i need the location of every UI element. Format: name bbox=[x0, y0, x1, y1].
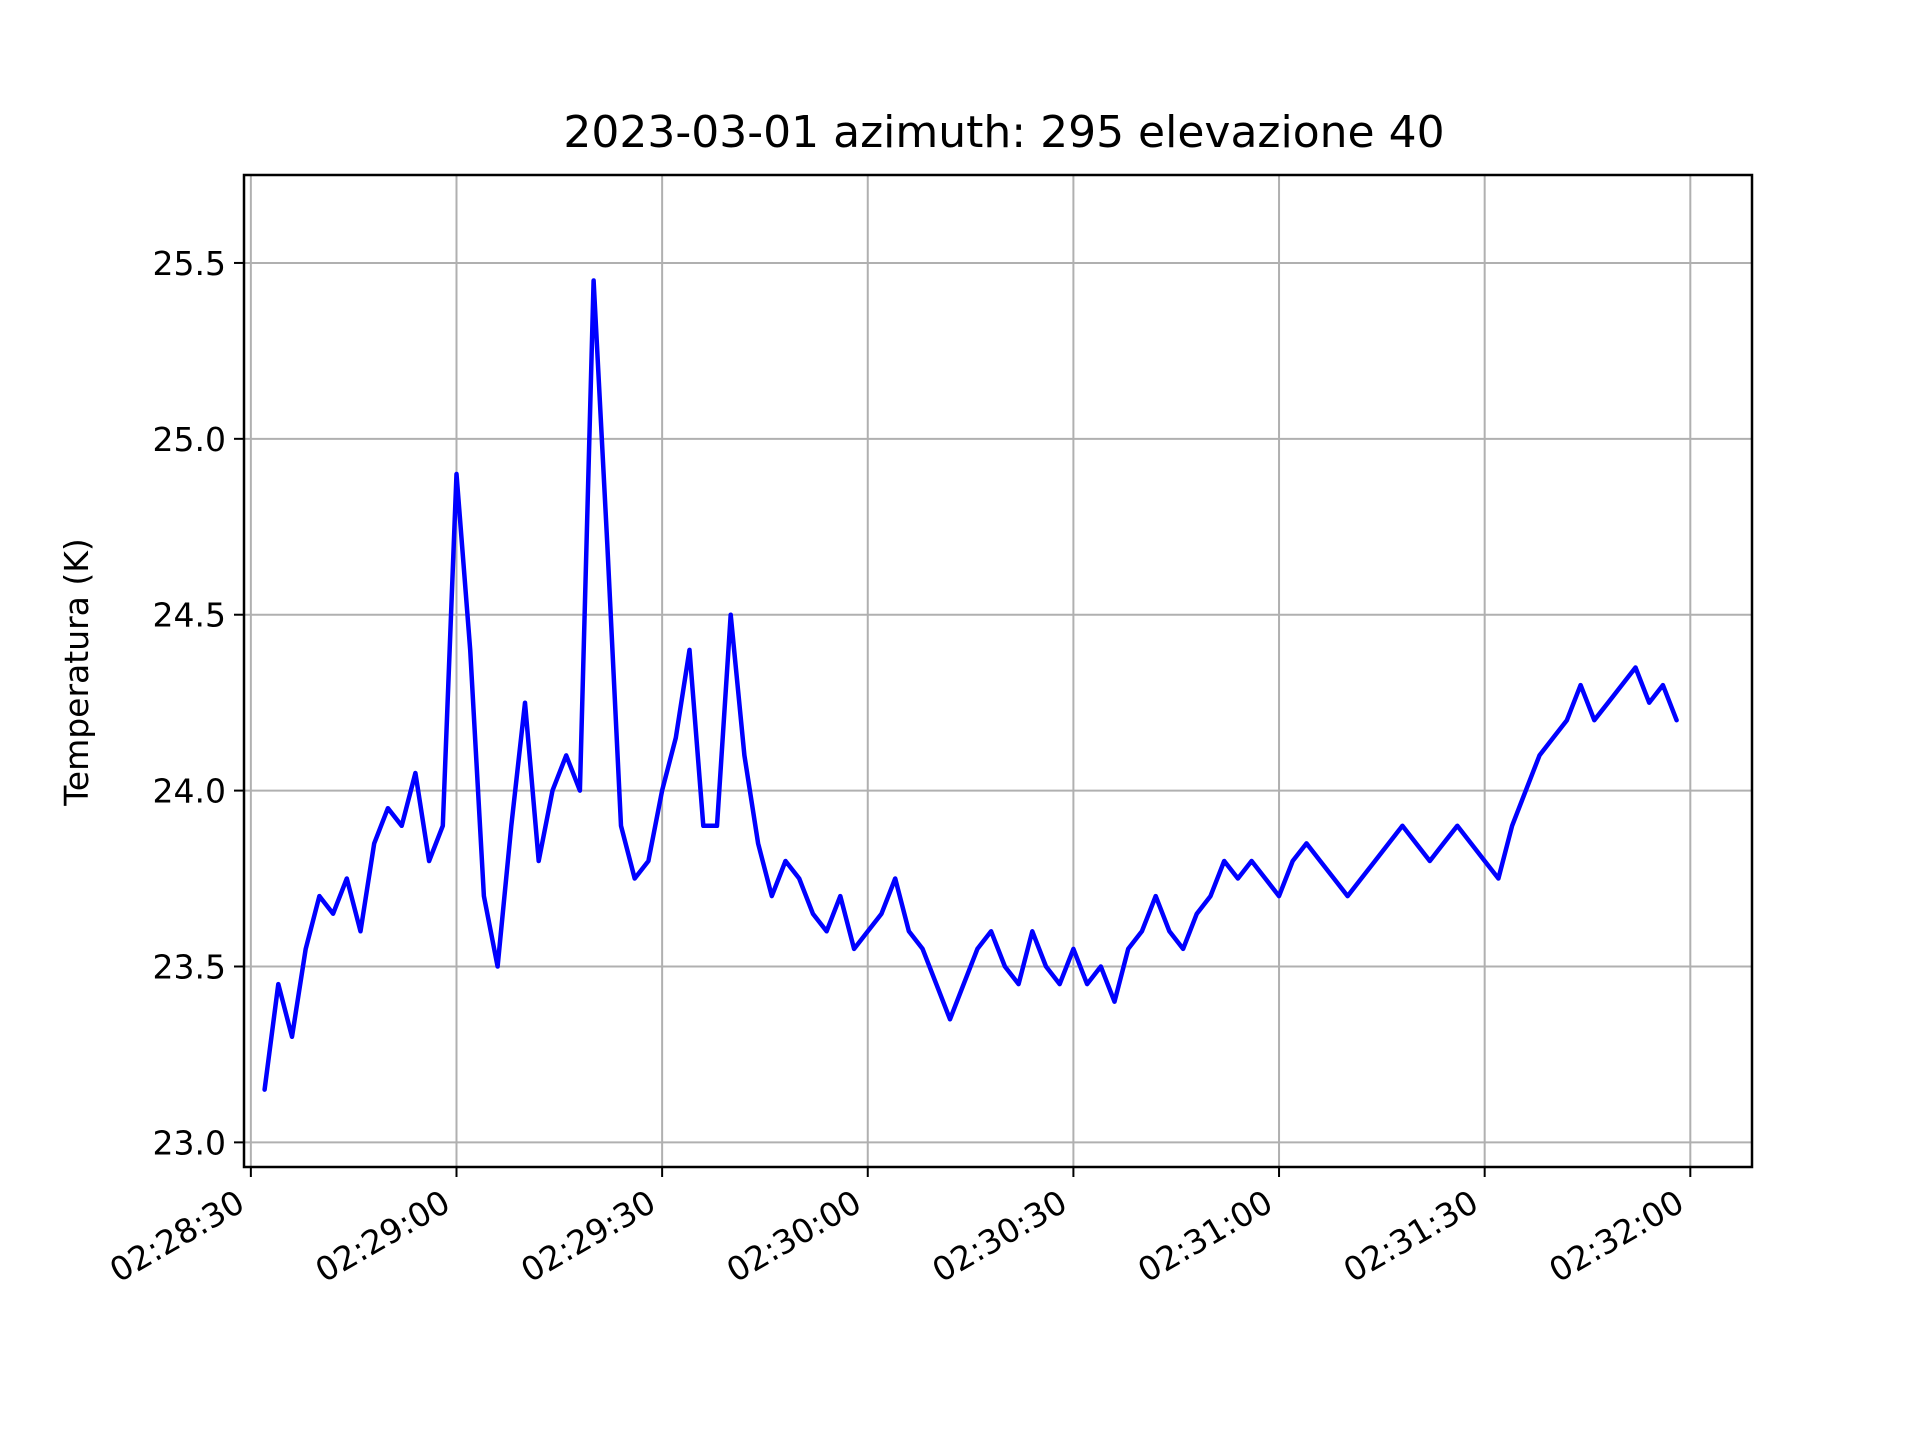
y-tick-label: 23.0 bbox=[153, 1123, 226, 1162]
grid-lines bbox=[244, 175, 1752, 1167]
y-tick-label: 24.5 bbox=[153, 596, 226, 635]
temperature-series-line bbox=[262, 278, 1679, 1092]
y-tick-label: 24.0 bbox=[153, 772, 226, 811]
y-axis-label: Temperatura (K) bbox=[57, 538, 96, 807]
chart-title: 2023-03-01 azimuth: 295 elevazione 40 bbox=[563, 107, 1444, 158]
plot-area bbox=[262, 278, 1679, 1092]
y-tick-label: 25.5 bbox=[153, 244, 226, 283]
y-tick-label: 23.5 bbox=[153, 947, 226, 986]
axes-frame bbox=[242, 173, 1754, 1169]
y-tick-label: 25.0 bbox=[153, 420, 226, 459]
